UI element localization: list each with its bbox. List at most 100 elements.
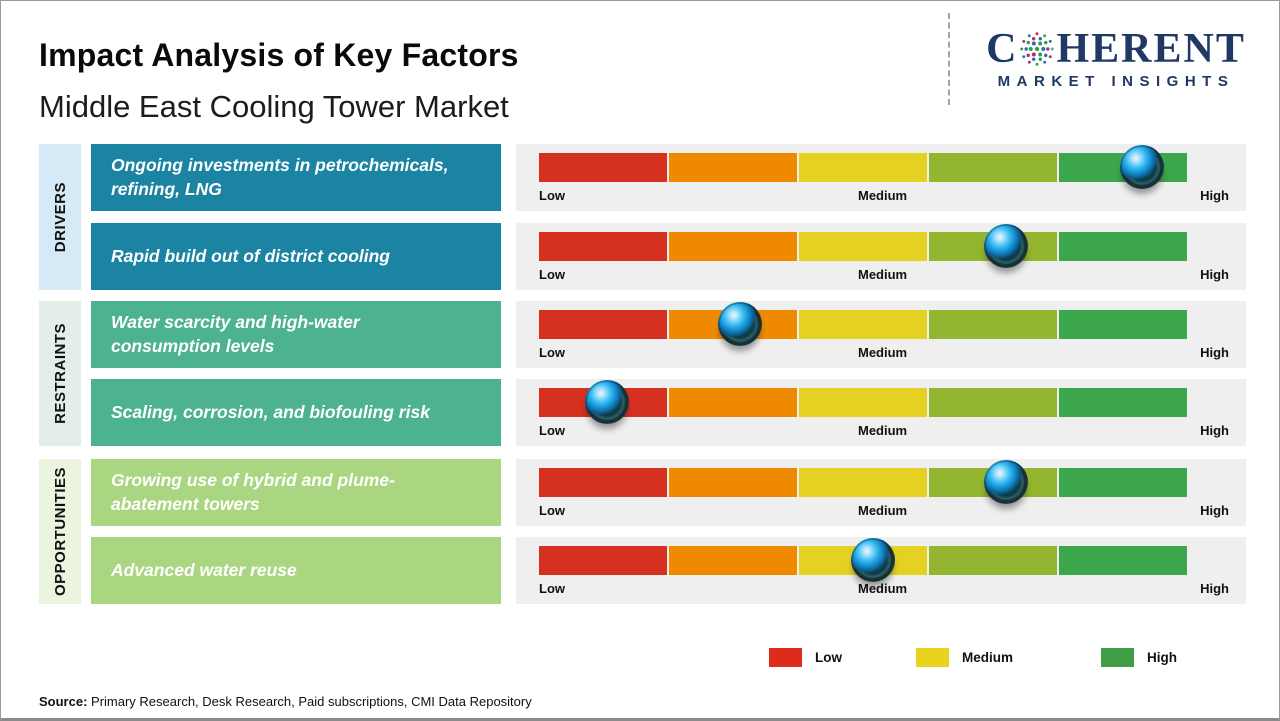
- scale-labels: Low Medium High: [539, 503, 1229, 518]
- legend-item-high: High: [1101, 648, 1177, 667]
- factor-text: Advanced water reuse: [111, 559, 297, 580]
- impact-row: Low Medium High: [516, 301, 1246, 368]
- scale-medium-label: Medium: [857, 267, 908, 282]
- impact-marker: [585, 380, 630, 424]
- factor-text: Scaling, corrosion, and biofouling risk: [111, 401, 430, 422]
- scale-low-label: Low: [539, 188, 565, 203]
- factor-text: Water scarcity and high-water consumptio…: [111, 312, 360, 356]
- source-text: Primary Research, Desk Research, Paid su…: [87, 694, 532, 709]
- segment-medium: [799, 310, 927, 339]
- legend-swatch-medium: [916, 648, 949, 667]
- impact-row: Low Medium High: [516, 537, 1246, 604]
- legend-label: Medium: [962, 650, 1014, 665]
- brand-wordmark: C HERENT: [966, 27, 1266, 71]
- legend-swatch-low: [769, 648, 802, 667]
- scale-medium-label: Medium: [857, 423, 908, 438]
- segment-low: [539, 468, 667, 497]
- factor-text: Ongoing investments in petrochemicals, r…: [111, 155, 449, 199]
- factor-box: Advanced water reuse: [91, 537, 501, 604]
- page-title: Impact Analysis of Key Factors: [39, 37, 519, 73]
- impact-scale-bar: [539, 153, 1187, 182]
- legend-item-low: Low: [769, 648, 842, 667]
- category-label: RESTRAINTS: [51, 323, 69, 424]
- segment-high: [1059, 232, 1187, 261]
- scale-medium-label: Medium: [857, 345, 908, 360]
- scale-low-label: Low: [539, 423, 565, 438]
- segment-low: [539, 232, 667, 261]
- segment-medium-high: [929, 153, 1057, 182]
- category-strip-restraints: RESTRAINTS: [39, 301, 81, 446]
- source-line: Source: Primary Research, Desk Research,…: [39, 694, 532, 709]
- scale-labels: Low Medium High: [539, 581, 1229, 596]
- factor-box: Ongoing investments in petrochemicals, r…: [91, 144, 501, 211]
- impact-marker: [1119, 145, 1164, 189]
- scale-high-label: High: [1200, 423, 1229, 438]
- factor-box: Rapid build out of district cooling: [91, 223, 501, 290]
- category-label: OPPORTUNITIES: [51, 466, 69, 596]
- scale-low-label: Low: [539, 581, 565, 596]
- scale-low-label: Low: [539, 267, 565, 282]
- factor-text: Rapid build out of district cooling: [111, 245, 391, 266]
- scale-high-label: High: [1200, 581, 1229, 596]
- segment-low: [539, 310, 667, 339]
- page-subtitle: Middle East Cooling Tower Market: [39, 89, 509, 124]
- segment-high: [1059, 388, 1187, 417]
- segment-high: [1059, 310, 1187, 339]
- category-strip-opportunities: OPPORTUNITIES: [39, 459, 81, 604]
- legend-label: High: [1147, 650, 1177, 665]
- impact-scale-bar: [539, 468, 1187, 497]
- scale-high-label: High: [1200, 503, 1229, 518]
- factor-box: Growing use of hybrid and plume-abatemen…: [91, 459, 501, 526]
- segment-low: [539, 546, 667, 575]
- scale-medium-label: Medium: [857, 581, 908, 596]
- legend-item-medium: Medium: [916, 648, 1013, 667]
- impact-scale-bar: [539, 310, 1187, 339]
- legend-label: Low: [815, 650, 842, 665]
- scale-low-label: Low: [539, 503, 565, 518]
- segment-high: [1059, 468, 1187, 497]
- scale-high-label: High: [1200, 345, 1229, 360]
- segment-medium: [799, 468, 927, 497]
- impact-marker: [983, 224, 1028, 268]
- factor-text: Growing use of hybrid and plume-abatemen…: [111, 470, 395, 514]
- impact-row: Low Medium High: [516, 144, 1246, 211]
- impact-row: Low Medium High: [516, 223, 1246, 290]
- impact-scale-bar: [539, 388, 1187, 417]
- impact-scale-bar: [539, 232, 1187, 261]
- segment-medium-high: [929, 546, 1057, 575]
- factor-box: Scaling, corrosion, and biofouling risk: [91, 379, 501, 446]
- globe-icon: [1020, 32, 1055, 66]
- segment-medium-high: [929, 310, 1057, 339]
- segment-medium: [799, 232, 927, 261]
- segment-low-medium: [669, 153, 797, 182]
- brand-logo: C HERENT MARKET INSIGHTS: [966, 27, 1266, 90]
- segment-low-medium: [669, 388, 797, 417]
- logo-divider: [948, 13, 950, 105]
- scale-labels: Low Medium High: [539, 267, 1229, 282]
- scale-high-label: High: [1200, 188, 1229, 203]
- impact-marker: [983, 460, 1028, 504]
- impact-marker: [850, 538, 895, 582]
- scale-labels: Low Medium High: [539, 345, 1229, 360]
- scale-medium-label: Medium: [857, 503, 908, 518]
- category-strip-drivers: DRIVERS: [39, 144, 81, 290]
- impact-row: Low Medium High: [516, 459, 1246, 526]
- segment-medium: [799, 388, 927, 417]
- segment-low-medium: [669, 468, 797, 497]
- segment-low: [539, 153, 667, 182]
- brand-letters-rest: HERENT: [1056, 26, 1246, 72]
- source-prefix: Source:: [39, 694, 88, 709]
- scale-medium-label: Medium: [857, 188, 908, 203]
- segment-low-medium: [669, 546, 797, 575]
- brand-tagline: MARKET INSIGHTS: [997, 73, 1235, 90]
- segment-medium: [799, 153, 927, 182]
- factor-box: Water scarcity and high-water consumptio…: [91, 301, 501, 368]
- impact-marker: [717, 302, 762, 346]
- scale-labels: Low Medium High: [539, 423, 1229, 438]
- segment-high: [1059, 546, 1187, 575]
- segment-low-medium: [669, 232, 797, 261]
- scale-high-label: High: [1200, 267, 1229, 282]
- scale-low-label: Low: [539, 345, 565, 360]
- segment-medium-high: [929, 388, 1057, 417]
